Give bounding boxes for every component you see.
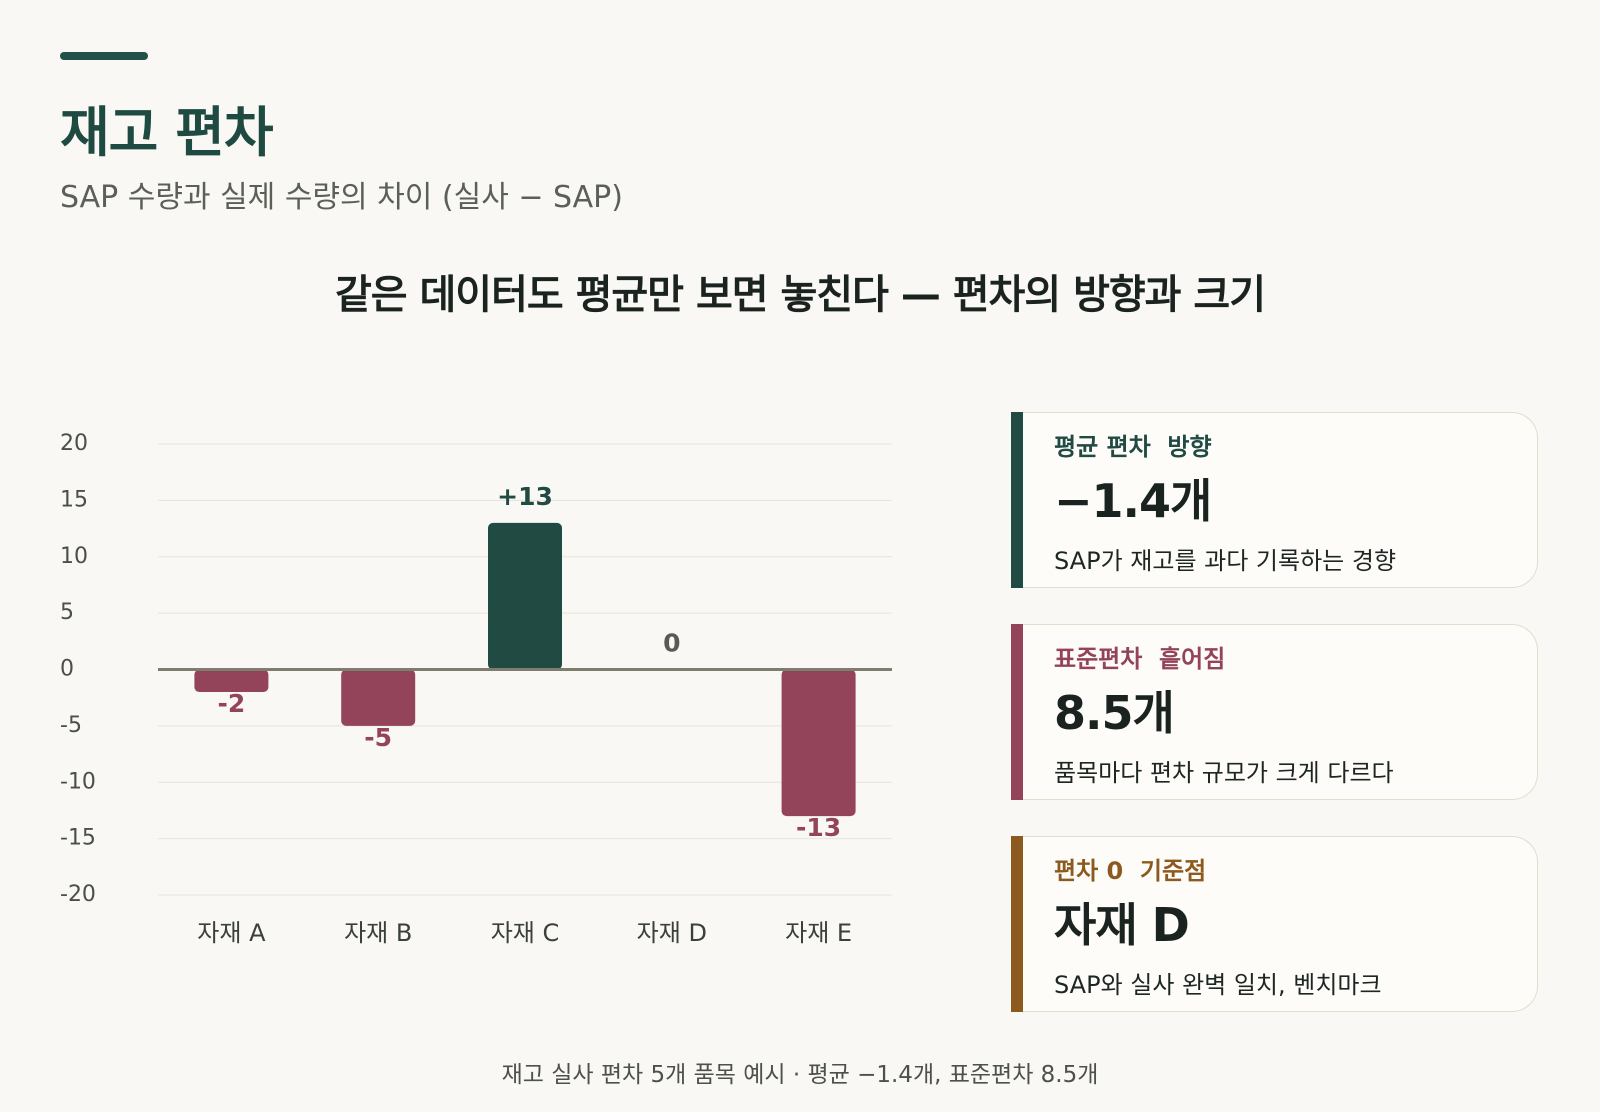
title-accent-line xyxy=(60,52,148,60)
card-value: 자재 D xyxy=(1054,898,1190,952)
data-label: -13 xyxy=(796,813,841,842)
y-tick-label: 0 xyxy=(60,657,74,682)
y-tick-label: -20 xyxy=(60,882,96,907)
card-label: 표준편차 흩어짐 xyxy=(1054,645,1226,673)
y-tick-label: -10 xyxy=(60,769,96,794)
deviation-bar-chart: 20 15 10 5 0 -5 -10 -15 -20 -2 자재 A -5 자재 B +13 자재 C 0 자… xyxy=(60,431,892,947)
y-tick-label: 5 xyxy=(60,600,74,625)
card-description: SAP와 실사 완벽 일치, 벤치마크 xyxy=(1054,971,1382,999)
x-category-label: 자재 B xyxy=(344,919,412,947)
card-description: 품목마다 편차 규모가 크게 다르다 xyxy=(1054,759,1394,787)
bar xyxy=(194,669,269,693)
card-accent-bar xyxy=(1011,624,1023,800)
bar xyxy=(341,669,416,726)
page-title: 재고 편차 xyxy=(60,101,274,164)
x-category-label: 자재 E xyxy=(785,919,852,947)
data-label: -5 xyxy=(364,723,392,752)
page-subtitle: SAP 수량과 실제 수량의 차이 (실사 − SAP) xyxy=(60,180,623,215)
card-zero-reference: 편차 0 기준점 자재 D SAP와 실사 완벽 일치, 벤치마크 xyxy=(1011,836,1538,1012)
y-tick-label: -15 xyxy=(60,826,96,851)
x-category-label: 자재 C xyxy=(491,919,560,947)
y-tick-label: 10 xyxy=(60,544,88,569)
bar xyxy=(488,522,562,670)
footnote: 재고 실사 편차 5개 품목 예시 · 평균 −1.4개, 표준편차 8.5개 xyxy=(501,1062,1099,1088)
x-category-label: 자재 D xyxy=(637,919,707,947)
y-tick-label: -5 xyxy=(60,713,82,738)
card-description: SAP가 재고를 과다 기록하는 경향 xyxy=(1054,547,1397,575)
card-label: 편차 0 기준점 xyxy=(1054,857,1207,885)
y-tick-label: 15 xyxy=(60,487,88,512)
data-label: +13 xyxy=(497,482,553,511)
card-accent-bar xyxy=(1011,412,1023,588)
card-standard-deviation: 표준편차 흩어짐 8.5개 품목마다 편차 규모가 크게 다르다 xyxy=(1011,624,1538,800)
chart-headline: 같은 데이터도 평균만 보면 놓친다 — 편차의 방향과 크기 xyxy=(334,272,1266,318)
card-value: 8.5개 xyxy=(1054,686,1175,740)
card-accent-bar xyxy=(1011,836,1023,1012)
bar xyxy=(781,669,856,817)
data-label: 0 xyxy=(663,629,680,658)
card-value: −1.4개 xyxy=(1054,474,1212,528)
y-tick-label: 20 xyxy=(60,431,88,456)
data-label: -2 xyxy=(218,689,246,718)
x-category-label: 자재 A xyxy=(197,919,266,947)
card-mean-deviation: 평균 편차 방향 −1.4개 SAP가 재고를 과다 기록하는 경향 xyxy=(1011,412,1538,588)
card-label: 평균 편차 방향 xyxy=(1054,433,1212,461)
